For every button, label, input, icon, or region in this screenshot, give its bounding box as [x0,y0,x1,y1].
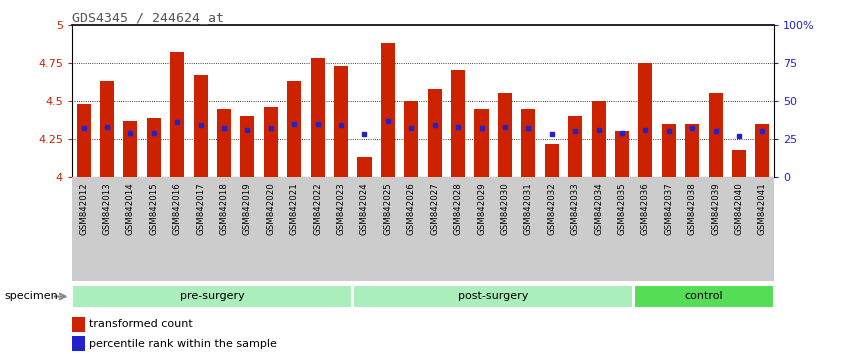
Text: GSM842014: GSM842014 [126,182,135,235]
Text: GSM842020: GSM842020 [266,182,275,235]
Bar [100,81,114,177]
Text: percentile rank within the sample: percentile rank within the sample [90,339,277,349]
Text: GSM842018: GSM842018 [220,182,228,235]
Bar [72,317,85,332]
Text: GSM842029: GSM842029 [477,182,486,235]
Text: GSM842015: GSM842015 [150,182,158,235]
Text: GSM842034: GSM842034 [594,182,603,235]
Text: GSM842019: GSM842019 [243,182,252,235]
Bar [404,101,418,177]
Bar [732,150,746,177]
Bar [451,70,465,177]
Bar [709,93,722,177]
Text: GSM842024: GSM842024 [360,182,369,235]
Bar [639,63,652,177]
Bar [147,118,161,177]
Bar [685,124,699,177]
Text: GSM842013: GSM842013 [102,182,112,235]
Text: GSM842028: GSM842028 [453,182,463,235]
Bar [217,108,231,177]
Text: transformed count: transformed count [90,320,193,330]
Bar [521,108,536,177]
Bar [498,93,512,177]
Bar [755,124,769,177]
Text: GSM842033: GSM842033 [571,182,580,235]
Text: GSM842030: GSM842030 [501,182,509,235]
Text: GSM842039: GSM842039 [711,182,720,235]
Text: GSM842035: GSM842035 [618,182,626,235]
Bar [334,66,348,177]
FancyBboxPatch shape [73,285,352,308]
Bar [124,121,137,177]
Text: GSM842027: GSM842027 [431,182,439,235]
Bar [72,337,85,351]
Text: GSM842032: GSM842032 [547,182,556,235]
Bar [288,81,301,177]
Text: GSM842016: GSM842016 [173,182,182,235]
Bar [264,107,277,177]
Text: GSM842025: GSM842025 [383,182,393,235]
Bar [194,75,207,177]
FancyBboxPatch shape [354,285,633,308]
Text: GSM842041: GSM842041 [758,182,766,235]
Text: GSM842037: GSM842037 [664,182,673,235]
Bar [569,116,582,177]
Bar [475,108,488,177]
Text: pre-surgery: pre-surgery [180,291,244,302]
Text: post-surgery: post-surgery [458,291,529,302]
Text: GDS4345 / 244624_at: GDS4345 / 244624_at [72,11,224,24]
Bar [77,104,91,177]
FancyBboxPatch shape [634,285,773,308]
Bar [428,89,442,177]
Bar [591,101,606,177]
Text: GSM842022: GSM842022 [313,182,322,235]
Text: GSM842031: GSM842031 [524,182,533,235]
Text: GSM842038: GSM842038 [688,182,696,235]
Text: GSM842023: GSM842023 [337,182,345,235]
Bar [170,52,184,177]
Bar [615,131,629,177]
Text: specimen: specimen [4,291,58,302]
Bar [662,124,676,177]
Text: GSM842012: GSM842012 [80,182,88,235]
Text: GSM842036: GSM842036 [641,182,650,235]
Bar [381,43,395,177]
Bar [545,143,558,177]
Bar [240,116,255,177]
Text: GSM842040: GSM842040 [734,182,744,235]
Text: GSM842026: GSM842026 [407,182,415,235]
Bar [310,58,325,177]
Text: GSM842021: GSM842021 [290,182,299,235]
Text: control: control [684,291,723,302]
Text: GSM842017: GSM842017 [196,182,205,235]
Bar [358,157,371,177]
